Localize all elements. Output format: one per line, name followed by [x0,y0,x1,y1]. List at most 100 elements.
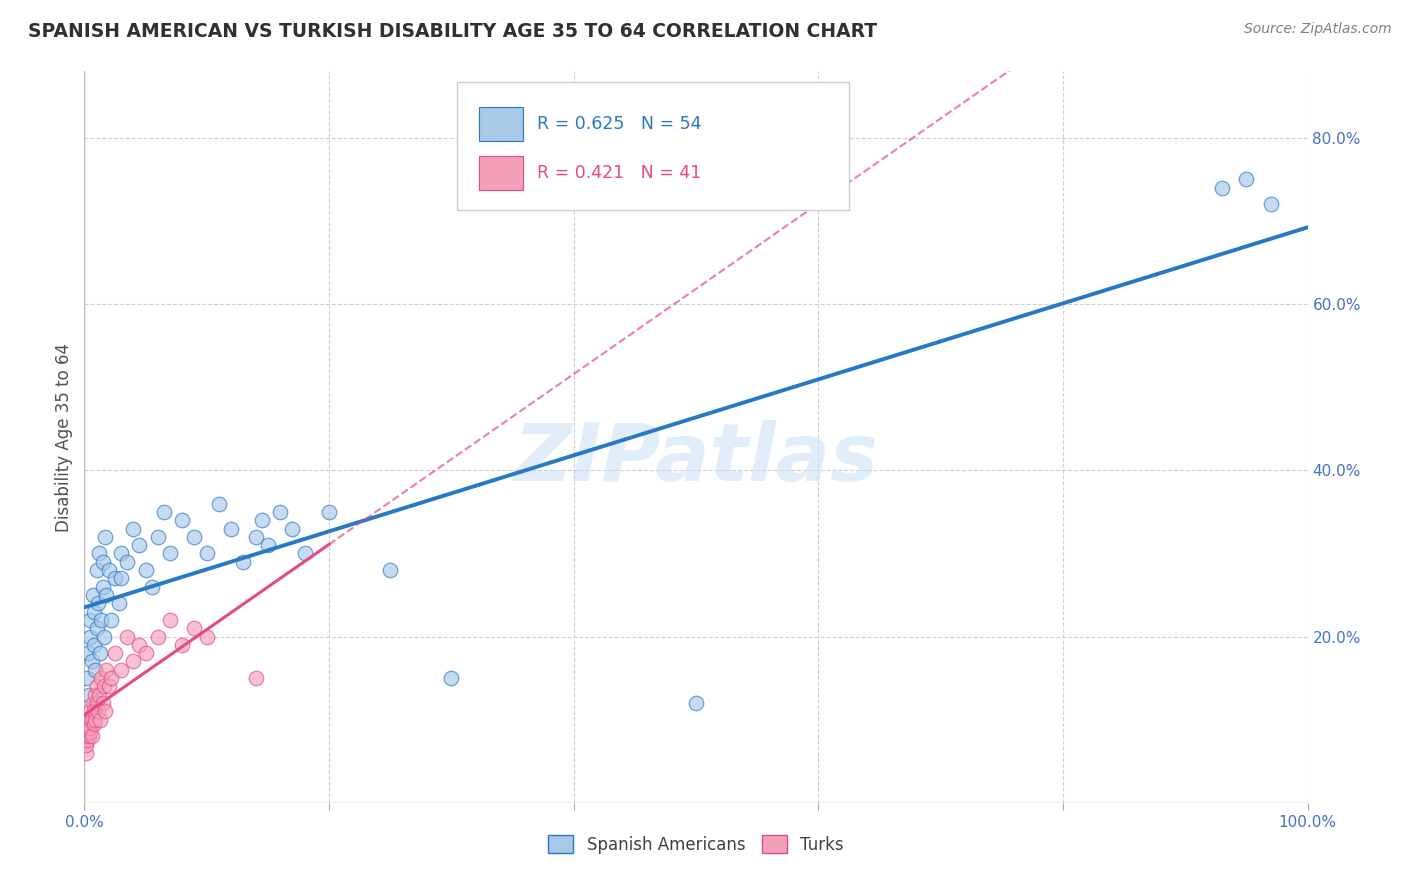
Point [122,655,145,669]
Point [93,680,115,694]
Point [86,563,108,577]
Point [183,621,205,635]
Text: Source: ZipAtlas.com: Source: ZipAtlas.com [1244,22,1392,37]
Point [318,505,340,519]
Text: R = 0.421   N = 41: R = 0.421 N = 41 [537,164,702,182]
Point [146,530,169,544]
Point [97,563,120,577]
Point [685,696,707,710]
Point [141,580,163,594]
Point [195,546,218,560]
Point [84,663,107,677]
Point [91,696,114,710]
Point [232,555,254,569]
Point [146,630,169,644]
Point [90,671,112,685]
Point [79,725,101,739]
Point [115,555,138,569]
Point [91,580,114,594]
Point [122,521,145,535]
Point [77,721,100,735]
Point [79,613,101,627]
Point [90,613,112,627]
Point [110,546,132,560]
Point [77,646,100,660]
Point [79,705,101,719]
Point [100,613,122,627]
Point [128,538,150,552]
Point [104,646,127,660]
Point [83,638,105,652]
Point [83,605,105,619]
Point [110,571,132,585]
Point [76,671,98,685]
Point [87,688,110,702]
Point [1236,172,1258,186]
Text: ZIPatlas: ZIPatlas [513,420,879,498]
Point [97,680,120,694]
Point [135,563,157,577]
Point [257,538,280,552]
Point [83,705,105,719]
Point [89,713,111,727]
Text: R = 0.625   N = 54: R = 0.625 N = 54 [537,115,702,133]
Point [159,613,181,627]
Point [281,521,304,535]
Point [440,671,463,685]
Point [96,588,118,602]
Point [93,630,115,644]
Point [86,680,108,694]
Point [96,663,118,677]
Point [82,588,104,602]
Point [172,513,194,527]
Point [245,671,267,685]
Point [195,630,218,644]
Point [135,646,157,660]
Point [75,746,97,760]
Point [219,521,242,535]
FancyBboxPatch shape [457,82,849,211]
Point [84,688,107,702]
Point [1211,180,1233,194]
Point [87,705,110,719]
FancyBboxPatch shape [479,156,523,190]
Point [82,729,104,743]
Point [183,530,205,544]
Point [269,505,291,519]
Point [104,571,127,585]
Point [128,638,150,652]
Point [153,505,176,519]
Point [79,630,101,644]
Point [87,546,110,560]
Point [172,638,194,652]
Point [76,729,98,743]
FancyBboxPatch shape [479,107,523,141]
Point [86,696,108,710]
Point [87,596,110,610]
Y-axis label: Disability Age 35 to 64: Disability Age 35 to 64 [55,343,73,532]
Point [94,705,117,719]
Point [77,729,100,743]
Point [100,671,122,685]
Point [76,733,98,747]
Point [159,546,181,560]
Point [94,530,117,544]
Point [75,738,97,752]
Point [294,546,316,560]
Text: SPANISH AMERICAN VS TURKISH DISABILITY AGE 35 TO 64 CORRELATION CHART: SPANISH AMERICAN VS TURKISH DISABILITY A… [28,22,877,41]
Point [79,721,101,735]
Point [77,713,100,727]
Point [107,596,129,610]
Point [80,655,103,669]
Point [77,688,100,702]
Point [91,555,114,569]
Point [83,716,105,731]
Point [82,696,104,710]
Point [1260,197,1282,211]
Point [115,630,138,644]
Point [86,621,108,635]
Point [83,713,105,727]
Point [89,646,111,660]
Point [110,663,132,677]
Point [80,713,103,727]
